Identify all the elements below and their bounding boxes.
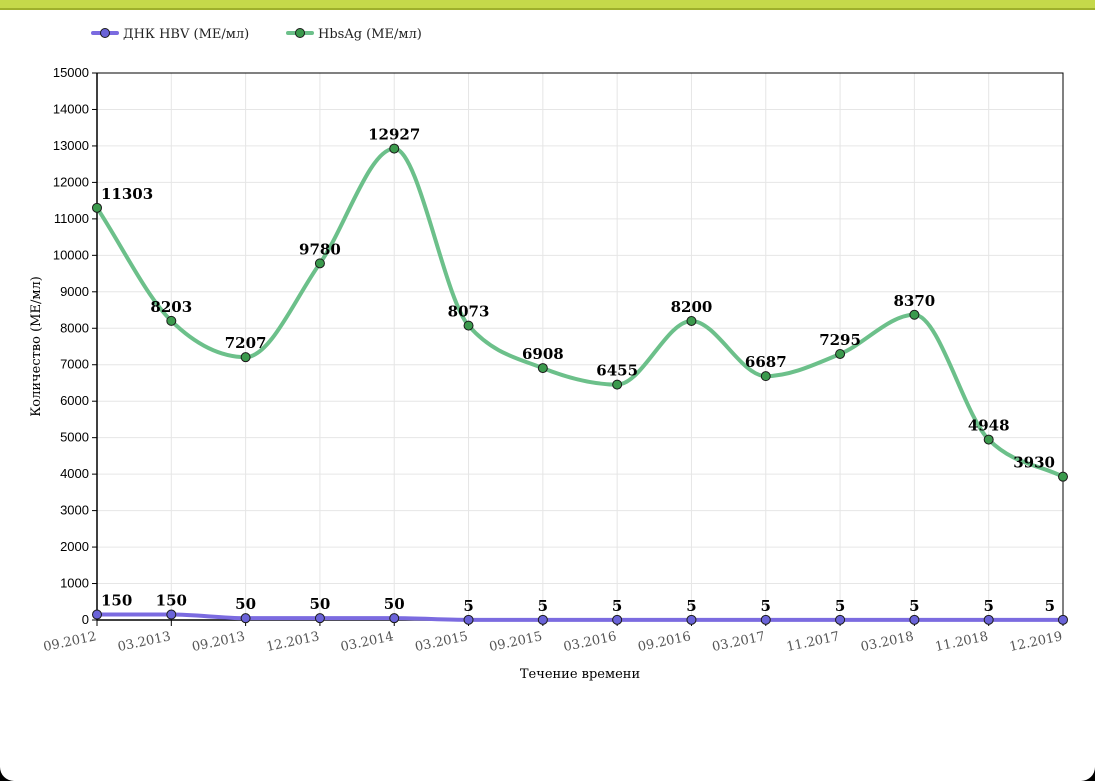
hbsag-point[interactable] bbox=[92, 202, 102, 213]
x-tick-label: 12.2013 bbox=[265, 629, 321, 655]
hbsag-point[interactable] bbox=[240, 352, 251, 363]
hbsag-point[interactable] bbox=[1058, 471, 1068, 482]
y-tick-label: 6000 bbox=[60, 393, 89, 408]
dna-hbv-data-label: 150 bbox=[156, 592, 187, 610]
hbsag-data-label: 9780 bbox=[299, 240, 341, 258]
x-tick-label: 09.2016 bbox=[637, 629, 693, 655]
dna-hbv-legend-marker[interactable] bbox=[100, 28, 110, 38]
hbsag-data-label: 4948 bbox=[968, 417, 1010, 435]
dna-hbv-data-label: 5 bbox=[538, 597, 548, 615]
x-tick-label: 09.2015 bbox=[488, 629, 544, 655]
dna-hbv-point[interactable] bbox=[686, 614, 697, 625]
x-tick-label: 12.2019 bbox=[1008, 629, 1064, 655]
x-tick-label: 09.2012 bbox=[42, 629, 98, 655]
dna-hbv-point[interactable] bbox=[909, 614, 920, 625]
x-tick-label: 11.2018 bbox=[934, 629, 990, 655]
dna-hbv-line bbox=[95, 612, 1065, 622]
y-axis-title: Количество (МЕ/мл) bbox=[29, 276, 44, 417]
y-tick-label: 14000 bbox=[53, 101, 89, 116]
dna-hbv-point[interactable] bbox=[314, 613, 325, 624]
x-tick-label: 09.2013 bbox=[191, 629, 247, 655]
dna-hbv-data-label: 5 bbox=[761, 597, 771, 615]
hbsag-point[interactable] bbox=[166, 315, 177, 326]
dna-hbv-point[interactable] bbox=[389, 613, 400, 624]
x-tick-label: 03.2014 bbox=[339, 629, 395, 655]
dna-hbv-legend-label[interactable]: ДНК HBV (МЕ/мл) bbox=[123, 27, 249, 42]
dna-hbv-data-label: 5 bbox=[983, 597, 993, 615]
dna-hbv-data-label: 150 bbox=[101, 592, 132, 610]
dna-hbv-data-label: 5 bbox=[686, 597, 696, 615]
y-tick-label: 2000 bbox=[60, 539, 89, 554]
hbsag-point[interactable] bbox=[537, 363, 548, 374]
hbsag-point[interactable] bbox=[835, 348, 846, 359]
dna-hbv-point[interactable] bbox=[92, 609, 102, 620]
dna-hbv-data-label: 50 bbox=[384, 595, 405, 613]
dna-hbv-point[interactable] bbox=[760, 614, 771, 625]
y-tick-label: 1000 bbox=[60, 576, 89, 591]
x-tick-label: 11.2017 bbox=[785, 629, 841, 655]
dna-hbv-point[interactable] bbox=[612, 614, 623, 625]
y-tick-label: 10000 bbox=[53, 247, 89, 262]
y-tick-label: 7000 bbox=[60, 357, 89, 372]
hbsag-point[interactable] bbox=[909, 309, 920, 320]
hbsag-point[interactable] bbox=[612, 379, 623, 390]
y-tick-label: 8000 bbox=[60, 320, 89, 335]
hbsag-point[interactable] bbox=[686, 315, 697, 326]
plot-area bbox=[97, 73, 1063, 620]
dna-hbv-point[interactable] bbox=[463, 614, 474, 625]
hbsag-data-label: 7295 bbox=[819, 331, 861, 349]
dna-hbv-data-label: 5 bbox=[909, 597, 919, 615]
dna-hbv-data-label: 5 bbox=[612, 597, 622, 615]
x-tick-label: 03.2016 bbox=[562, 629, 618, 655]
y-tick-label: 5000 bbox=[60, 430, 89, 445]
dna-hbv-data-label: 5 bbox=[1045, 597, 1055, 615]
y-tick-label: 15000 bbox=[53, 65, 89, 80]
hbsag-legend-marker[interactable] bbox=[295, 28, 305, 38]
dna-hbv-point[interactable] bbox=[1058, 614, 1068, 625]
hbsag-point[interactable] bbox=[463, 320, 474, 331]
y-tick-label: 4000 bbox=[60, 466, 89, 481]
hbsag-data-label: 3930 bbox=[1013, 454, 1055, 472]
y-tick-label: 11000 bbox=[54, 211, 89, 226]
hbsag-data-label: 8073 bbox=[448, 303, 490, 321]
hbsag-data-label: 8370 bbox=[894, 292, 936, 310]
y-tick-label: 13000 bbox=[53, 138, 89, 153]
hbsag-data-label: 6455 bbox=[596, 362, 638, 380]
y-tick-label: 0 bbox=[82, 612, 89, 627]
hbsag-data-label: 12927 bbox=[368, 126, 420, 144]
x-tick-label: 03.2018 bbox=[860, 629, 916, 655]
hbsag-data-label: 8203 bbox=[150, 298, 192, 316]
dna-hbv-data-label: 50 bbox=[235, 595, 256, 613]
hbsag-point[interactable] bbox=[314, 258, 325, 269]
y-tick-label: 3000 bbox=[60, 503, 89, 518]
hbsag-legend-label[interactable]: HbsAg (МЕ/мл) bbox=[318, 27, 422, 42]
top-accent-bar bbox=[0, 0, 1095, 10]
dna-hbv-data-label: 5 bbox=[463, 597, 473, 615]
y-tick-label: 9000 bbox=[60, 284, 89, 299]
hbsag-point[interactable] bbox=[983, 434, 994, 445]
hbsag-data-label: 8200 bbox=[671, 298, 713, 316]
dna-hbv-point[interactable] bbox=[983, 614, 994, 625]
y-tick-label: 12000 bbox=[53, 174, 89, 189]
x-tick-label: 03.2017 bbox=[711, 629, 767, 655]
x-tick-label: 03.2013 bbox=[116, 629, 172, 655]
x-axis-title: Течение времени bbox=[520, 667, 640, 682]
hbsag-data-label: 6687 bbox=[745, 353, 787, 371]
x-tick-label: 03.2015 bbox=[414, 629, 470, 655]
hbsag-point[interactable] bbox=[760, 371, 771, 382]
hbsag-data-label: 6908 bbox=[522, 345, 564, 363]
dna-hbv-point[interactable] bbox=[166, 609, 177, 620]
hbsag-data-label: 11303 bbox=[101, 185, 153, 203]
dna-hbv-data-label: 5 bbox=[835, 597, 845, 615]
hbsag-point[interactable] bbox=[389, 143, 400, 154]
hbsag-data-label: 7207 bbox=[225, 334, 267, 352]
dna-hbv-point[interactable] bbox=[240, 613, 251, 624]
dna-hbv-data-label: 50 bbox=[309, 595, 330, 613]
dna-hbv-point[interactable] bbox=[835, 614, 846, 625]
dna-hbv-point[interactable] bbox=[537, 614, 548, 625]
